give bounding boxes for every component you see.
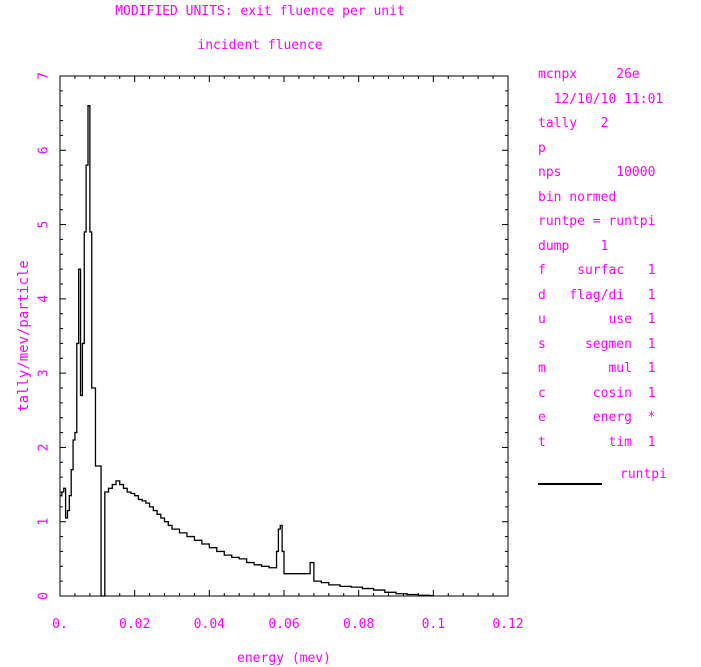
info-line: tally 2 xyxy=(538,116,609,131)
x-tick-label: 0.08 xyxy=(343,617,374,632)
info-line: c cosin 1 xyxy=(538,385,656,401)
y-tick-label: 4 xyxy=(37,295,52,303)
x-tick-label: 0.06 xyxy=(268,617,299,632)
y-tick-label: 7 xyxy=(37,72,52,80)
info-line: nps 10000 xyxy=(538,165,656,180)
y-tick-label: 1 xyxy=(37,518,52,526)
y-tick-label: 3 xyxy=(37,369,52,377)
x-tick-label: 0. xyxy=(52,617,68,632)
legend-swatch xyxy=(538,483,602,485)
y-tick-label: 0 xyxy=(37,592,52,600)
info-line: s segmen 1 xyxy=(538,336,656,352)
x-axis-label: energy (mev) xyxy=(237,651,331,666)
y-tick-label: 6 xyxy=(37,146,52,154)
info-line: f surfac 1 xyxy=(538,263,656,278)
info-line: dump 1 xyxy=(538,238,609,254)
chart-title-line-2: incident fluence xyxy=(197,38,323,53)
chart-title-line-1: MODIFIED UNITS: exit fluence per unit xyxy=(115,4,405,19)
x-tick-label: 0.04 xyxy=(194,617,225,632)
info-line: m mul 1 xyxy=(538,361,656,376)
y-tick-label: 2 xyxy=(37,444,52,452)
info-line: u use 1 xyxy=(538,312,656,327)
x-tick-label: 0.12 xyxy=(492,617,523,632)
y-axis-label: tally/mev/particle xyxy=(16,260,32,412)
info-line: e energ * xyxy=(538,410,656,425)
info-line: d flag/di 1 xyxy=(538,287,656,303)
info-line: 12/10/10 11:01 xyxy=(538,91,664,107)
y-tick-label: 5 xyxy=(37,221,52,229)
x-tick-label: 0.1 xyxy=(422,617,445,632)
plot-frame xyxy=(59,75,509,597)
info-line: bin normed xyxy=(538,189,617,205)
x-tick-label: 0.02 xyxy=(119,617,150,632)
info-line: t tim 1 xyxy=(538,434,656,450)
info-line: runtpe = runtpi xyxy=(538,214,656,229)
info-line: p xyxy=(538,140,546,156)
legend-label: runtpi xyxy=(620,467,667,482)
series-line-runtpi xyxy=(60,105,434,597)
info-line: mcnpx 26e xyxy=(538,67,640,82)
